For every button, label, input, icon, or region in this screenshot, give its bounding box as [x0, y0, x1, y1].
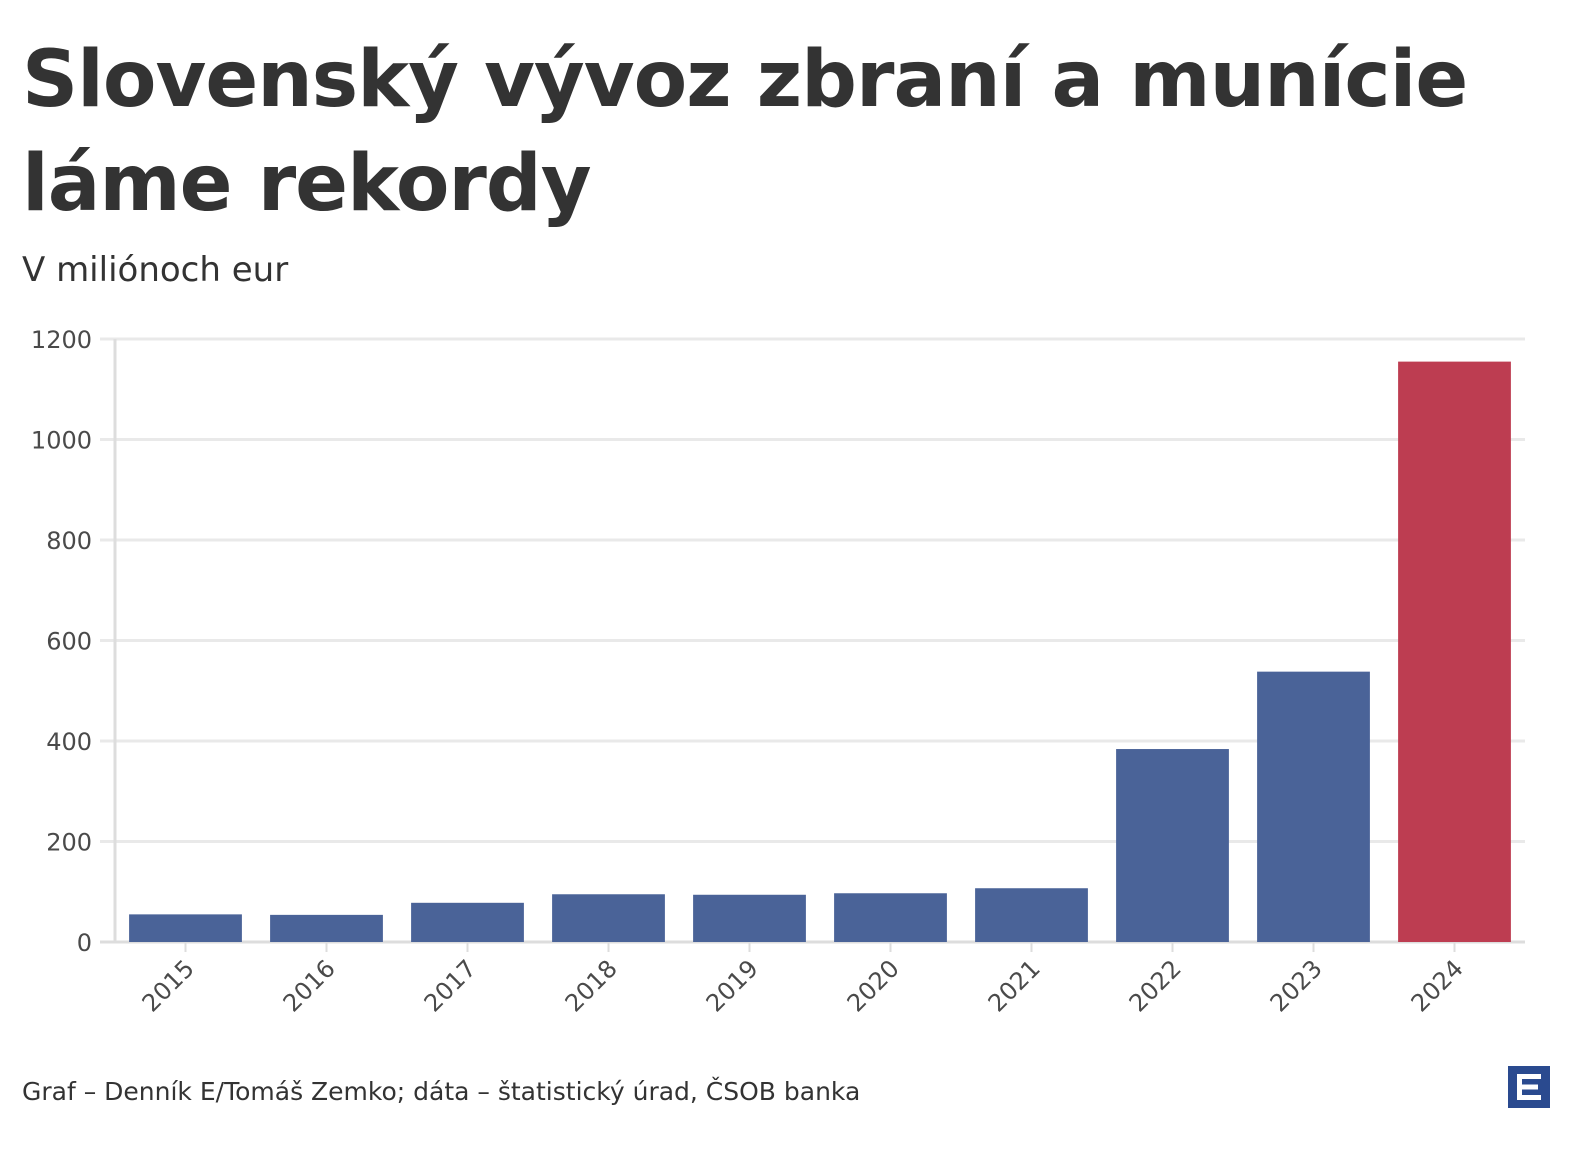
- y-tick-label: 0: [77, 929, 92, 957]
- x-tick-label: 2017: [419, 954, 482, 1017]
- bar-2016: [270, 914, 383, 942]
- bar-2018: [552, 894, 665, 942]
- y-tick-label: 1200: [31, 326, 92, 354]
- bar-2017: [411, 902, 524, 942]
- bar-2023: [1257, 671, 1370, 942]
- source-credit: Graf – Denník E/Tomáš Zemko; dáta – štat…: [22, 1077, 861, 1106]
- y-tick-label: 200: [46, 829, 92, 857]
- bar-2015: [129, 914, 242, 942]
- x-tick-label: 2018: [560, 954, 623, 1017]
- x-tick-label: 2016: [278, 954, 341, 1017]
- denník-e-logo: [1508, 1066, 1550, 1108]
- x-tick-label: 2020: [842, 954, 905, 1017]
- y-tick-label: 1000: [31, 427, 92, 455]
- y-tick-label: 400: [46, 728, 92, 756]
- logo-mark-icon: [1508, 1066, 1550, 1108]
- x-tick-label: 2022: [1124, 954, 1187, 1017]
- bars: [129, 361, 1511, 942]
- y-tick-label: 600: [46, 628, 92, 656]
- x-tick-label: 2015: [137, 954, 200, 1017]
- axes: [113, 339, 1456, 952]
- x-tick-label: 2021: [983, 954, 1046, 1017]
- x-tick-label: 2023: [1265, 954, 1328, 1017]
- bar-2022: [1116, 749, 1229, 942]
- x-tick-label: 2024: [1406, 954, 1469, 1017]
- bar-2021: [975, 888, 1088, 942]
- chart-subtitle: V miliónoch eur: [22, 250, 289, 290]
- bar-2019: [693, 894, 806, 942]
- bar-2020: [834, 893, 947, 942]
- bar-2024: [1398, 361, 1511, 942]
- chart-title: Slovenský vývoz zbraní a munície láme re…: [22, 35, 1468, 229]
- y-tick-label: 800: [46, 527, 92, 555]
- x-tick-label: 2019: [701, 954, 764, 1017]
